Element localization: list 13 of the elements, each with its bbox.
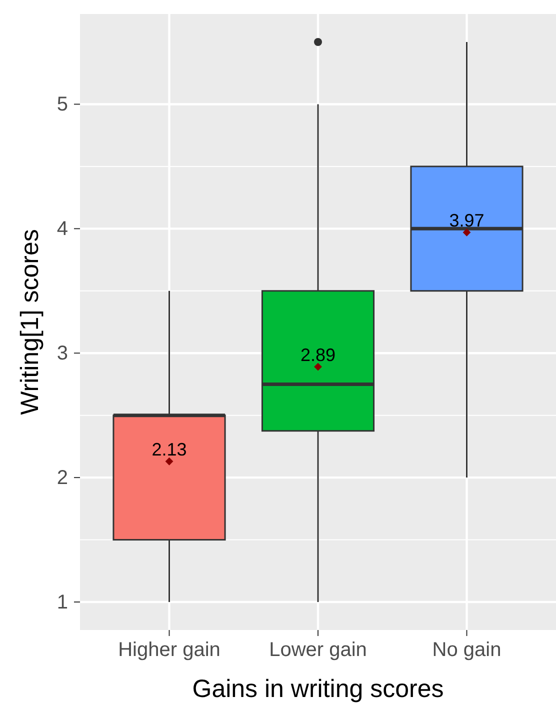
y-tick-label: 5: [56, 94, 68, 116]
x-axis-title: Gains in writing scores: [192, 675, 444, 703]
annotation: 3.97: [449, 210, 484, 230]
y-tick-label: 4: [56, 218, 68, 240]
annotation: 2.89: [300, 344, 336, 365]
x-tick-label: Higher gain: [118, 639, 220, 662]
x-tick-label: No gain: [432, 639, 502, 662]
y-tick-label: 3: [56, 342, 68, 365]
y-tick-label: 2: [56, 466, 68, 489]
annotation: 2.13: [152, 439, 187, 460]
x-tick-label: Lower gain: [269, 639, 367, 662]
y-axis-title: Writing[1] scores: [16, 229, 44, 415]
y-tick-label: 1: [56, 591, 68, 614]
